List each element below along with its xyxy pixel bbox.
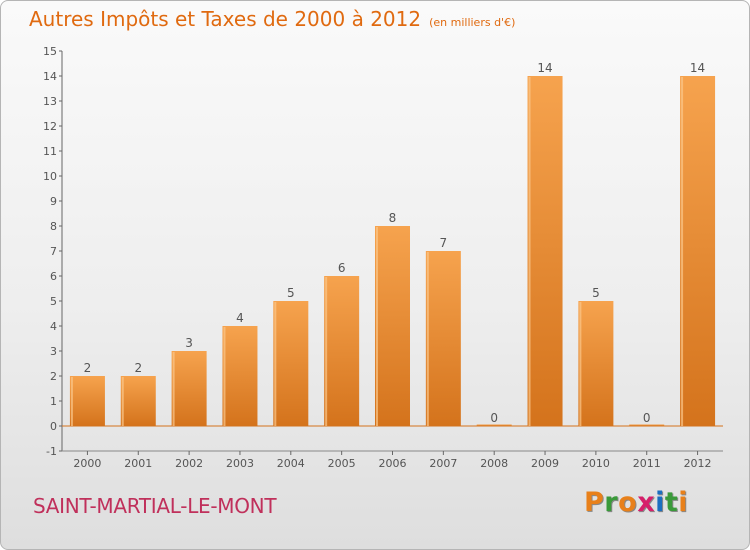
brand-letter: P [584, 487, 605, 518]
bars [69, 76, 716, 426]
y-tick-label: 13 [43, 95, 57, 108]
data-label-2012: 14 [690, 61, 705, 75]
x-tick-label: 2003 [226, 457, 254, 470]
brand-letter: t [664, 487, 679, 518]
x-tick-label: 2000 [73, 457, 101, 470]
bar-highlight [70, 377, 73, 426]
y-tick-label: 7 [50, 245, 57, 258]
bar-highlight [579, 302, 582, 426]
chart-title: Autres Impôts et Taxes de 2000 à 2012 [29, 7, 422, 31]
bar-highlight [274, 302, 277, 426]
data-label-2010: 5 [592, 286, 600, 300]
bar-2002 [171, 351, 207, 426]
chart-title-block: Autres Impôts et Taxes de 2000 à 2012 (en… [29, 7, 515, 31]
brand-letter: o [618, 487, 638, 518]
bar-2008 [476, 424, 512, 426]
chart-unit: (en milliers d'€) [429, 16, 516, 29]
brand-letter: x [637, 487, 656, 518]
y-tick-label: 5 [50, 295, 57, 308]
data-label-2002: 3 [185, 336, 193, 350]
data-label-2011: 0 [643, 411, 651, 425]
bar-2000 [69, 376, 105, 426]
bar-highlight [121, 377, 124, 426]
x-tick-label: 2004 [277, 457, 305, 470]
y-tick-label: 9 [50, 195, 57, 208]
bar-2005 [324, 276, 360, 426]
data-labels: 2 2 3 4 5 6 8 7 0 14 5 0 14 [84, 61, 706, 425]
y-tick-label: 15 [43, 45, 57, 58]
y-tick-label: 14 [43, 70, 57, 83]
bar-highlight [426, 252, 429, 426]
bar-2011 [629, 424, 665, 426]
bar-2010 [578, 301, 614, 426]
y-tick-label: 8 [50, 220, 57, 233]
y-tick-label: 4 [50, 320, 57, 333]
bar-2007 [425, 251, 461, 426]
y-tick-label: 1 [50, 395, 57, 408]
data-label-2003: 4 [236, 311, 244, 325]
data-label-2007: 7 [440, 236, 448, 250]
x-tick-label: 2010 [582, 457, 610, 470]
x-tick-label: 2001 [124, 457, 152, 470]
x-tick-label: 2012 [684, 457, 712, 470]
y-tick-label: 6 [50, 270, 57, 283]
bar-2001 [120, 376, 156, 426]
x-tick-label: 2006 [379, 457, 407, 470]
bar-highlight [172, 352, 175, 426]
y-tick-label: 11 [43, 145, 57, 158]
y-tick-label: 0 [50, 420, 57, 433]
bar-2006 [375, 226, 410, 426]
proxiti-logo: Proxiti [584, 487, 688, 518]
x-tick-label: 2009 [531, 457, 559, 470]
bar-2009 [527, 76, 563, 426]
y-tick-label: -1 [46, 445, 57, 458]
data-label-2000: 2 [84, 361, 92, 375]
x-tick-label: 2007 [429, 457, 457, 470]
bar-2012 [680, 76, 716, 426]
bar-2004 [273, 301, 309, 426]
x-tick-label: 2002 [175, 457, 203, 470]
data-label-2001: 2 [134, 361, 142, 375]
brand-letter: i [655, 487, 665, 518]
y-tick-label: 2 [50, 370, 57, 383]
brand-letter: i [678, 487, 689, 518]
bar-highlight [223, 327, 226, 426]
x-tick-label: 2005 [328, 457, 356, 470]
data-label-2005: 6 [338, 261, 346, 275]
brand-letter: r [604, 487, 619, 518]
data-label-2008: 0 [490, 411, 498, 425]
bar-highlight [528, 77, 531, 426]
commune-name: SAINT-MARTIAL-LE-MONT [33, 494, 277, 518]
data-label-2004: 5 [287, 286, 295, 300]
y-tick-label: 10 [43, 170, 57, 183]
y-tick-label: 12 [43, 120, 57, 133]
bar-2003 [222, 326, 258, 426]
data-label-2006: 8 [389, 211, 397, 225]
bar-highlight [681, 77, 684, 426]
x-tick-label: 2008 [480, 457, 508, 470]
data-label-2009: 14 [537, 61, 552, 75]
bar-highlight [325, 277, 328, 426]
x-tick-label: 2011 [633, 457, 661, 470]
y-tick-label: 3 [50, 345, 57, 358]
bar-highlight [376, 227, 378, 426]
